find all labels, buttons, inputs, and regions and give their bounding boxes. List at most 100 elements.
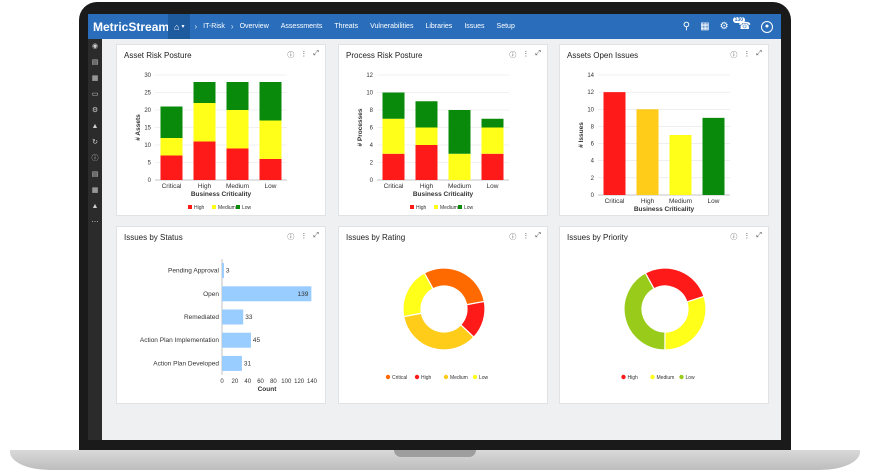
sidebar-dashboard-icon[interactable]: ▤ xyxy=(91,59,99,66)
bar xyxy=(222,355,242,371)
more-icon[interactable]: ⋮ xyxy=(300,51,308,58)
panel-title: Issues by Status xyxy=(124,233,183,242)
app-screen: MetricStream ⌂ ▾ › IT-Risk › Overview As… xyxy=(88,14,781,440)
gear-icon[interactable]: ⚙ xyxy=(719,21,729,32)
bar-high xyxy=(226,148,249,180)
breadcrumb-separator-icon: › xyxy=(230,22,234,31)
y-tick-label: 10 xyxy=(366,91,373,97)
bar-medium xyxy=(259,120,282,159)
more-icon[interactable]: ⋮ xyxy=(522,51,530,58)
nav-item-issues[interactable]: Issues xyxy=(464,23,485,30)
panel-title: Asset Risk Posture xyxy=(124,51,192,60)
legend-swatch xyxy=(236,205,240,209)
bar xyxy=(222,286,312,302)
more-icon[interactable]: ⋮ xyxy=(743,233,751,240)
legend-label: Medium xyxy=(450,375,468,381)
home-menu[interactable]: ⌂ ▾ xyxy=(168,14,191,39)
expand-icon[interactable]: ⤢ xyxy=(756,50,762,57)
panel-issues-by-status: Issues by Status ⓘ ⋮ ⤢ Pending Approval 3… xyxy=(116,226,326,404)
bar xyxy=(222,263,224,279)
sidebar-alert-icon[interactable]: ⓘ xyxy=(91,155,99,162)
y-tick-label: 15 xyxy=(144,126,151,132)
help-icon[interactable]: ⓘ xyxy=(287,52,295,59)
x-axis-label: Business Criticality xyxy=(634,206,695,213)
chart-process-risk-posture: 0 2 4 6 8 10 12 Critical High Medium Low Business C… xyxy=(357,73,509,211)
bar xyxy=(603,92,626,195)
sidebar-refresh-icon[interactable]: ↻ xyxy=(92,139,98,146)
nav-item-it-risk[interactable]: IT-Risk xyxy=(203,23,225,30)
nav-item-threats[interactable]: Threats xyxy=(334,23,359,30)
legend-swatch xyxy=(434,205,438,209)
sidebar-settings-icon[interactable]: ⚙ xyxy=(91,107,99,114)
panel-title: Process Risk Posture xyxy=(346,51,423,60)
nav-item-vulnerabilities[interactable]: Vulnerabilities xyxy=(370,23,414,30)
sidebar-monitor-icon[interactable]: ▭ xyxy=(91,91,99,98)
x-tick-label: 140 xyxy=(307,379,318,385)
expand-icon[interactable]: ⤢ xyxy=(535,50,541,57)
sidebar-globe-icon[interactable]: ◉ xyxy=(91,43,99,50)
expand-icon[interactable]: ⤢ xyxy=(313,50,319,57)
nav-item-setup[interactable]: Setup xyxy=(496,23,515,30)
breadcrumb-separator-icon: › xyxy=(194,22,198,31)
chart-assets-open-issues: 0 2 4 6 8 10 12 14 Critical High Medium Low Business… xyxy=(578,73,730,213)
sidebar-files-icon[interactable]: ▦ xyxy=(91,187,99,194)
calendar-icon[interactable]: ▦ xyxy=(700,21,710,32)
nav-item-libraries[interactable]: Libraries xyxy=(425,23,453,30)
nav-item-overview[interactable]: Overview xyxy=(239,23,269,30)
donut-slice xyxy=(664,295,707,351)
legend-swatch xyxy=(472,374,478,380)
panel-tools: ⓘ ⋮ ⤢ xyxy=(287,50,319,60)
bar-high xyxy=(160,155,183,180)
help-icon[interactable]: ⓘ xyxy=(509,234,517,241)
y-tick-label: 0 xyxy=(591,193,595,199)
bar-low xyxy=(382,92,405,119)
user-icon[interactable]: ● xyxy=(761,20,773,33)
help-icon[interactable]: ⓘ xyxy=(287,234,295,241)
x-tick-label: 40 xyxy=(244,379,251,385)
y-tick-label: 0 xyxy=(148,178,152,184)
more-icon[interactable]: ⋮ xyxy=(300,233,308,240)
x-tick-label: Medium xyxy=(669,198,692,205)
expand-icon[interactable]: ⤢ xyxy=(535,232,541,239)
x-tick-label: High xyxy=(641,198,655,205)
panel-tools: ⓘ ⋮ ⤢ xyxy=(509,50,541,60)
y-tick-label: 2 xyxy=(370,161,374,167)
legend-swatch xyxy=(458,205,462,209)
nav-item-assessments[interactable]: Assessments xyxy=(280,23,323,30)
sidebar-report-icon[interactable]: ▦ xyxy=(91,75,99,82)
legend-label: High xyxy=(194,205,205,211)
search-icon[interactable]: ⚲ xyxy=(682,21,691,32)
y-tick-label: 14 xyxy=(587,73,594,79)
donut-slice xyxy=(403,312,475,351)
app-logo[interactable]: MetricStream xyxy=(93,19,170,34)
y-tick-label: 10 xyxy=(587,107,594,113)
sidebar-shield-icon[interactable]: ▲ xyxy=(91,123,99,130)
expand-icon[interactable]: ⤢ xyxy=(313,232,319,239)
laptop-base xyxy=(10,450,860,470)
bar-medium xyxy=(226,110,249,149)
help-icon[interactable]: ⓘ xyxy=(730,52,738,59)
y-tick-label: 6 xyxy=(591,142,595,148)
x-tick-label: High xyxy=(198,183,212,190)
bar-low xyxy=(259,82,282,121)
bar xyxy=(702,117,725,195)
sidebar-document-icon[interactable]: ▤ xyxy=(91,171,99,178)
help-icon[interactable]: ⓘ xyxy=(509,52,517,59)
help-icon[interactable]: ⓘ xyxy=(730,234,738,241)
bar-medium xyxy=(415,127,438,145)
data-label: 139 xyxy=(297,291,308,298)
legend-swatch xyxy=(188,205,192,209)
bar-medium xyxy=(160,138,183,156)
expand-icon[interactable]: ⤢ xyxy=(756,232,762,239)
legend-label: Low xyxy=(686,375,696,381)
left-sidebar: ◉ ▤ ▦ ▭ ⚙ ▲ ↻ ⓘ ▤ ▦ ▲ ⋯ xyxy=(88,39,102,440)
data-label: 3 xyxy=(226,268,230,275)
more-icon[interactable]: ⋮ xyxy=(743,51,751,58)
more-icon[interactable]: ⋮ xyxy=(522,233,530,240)
sidebar-warning-icon[interactable]: ▲ xyxy=(91,203,99,210)
sidebar-more-icon[interactable]: ⋯ xyxy=(91,219,99,226)
bar xyxy=(669,135,692,195)
main-nav: ⌂ ▾ › IT-Risk › Overview Assessments Thr… xyxy=(168,14,521,39)
phone-icon[interactable]: ☎ xyxy=(738,21,751,32)
legend-label: Medium xyxy=(657,375,675,381)
